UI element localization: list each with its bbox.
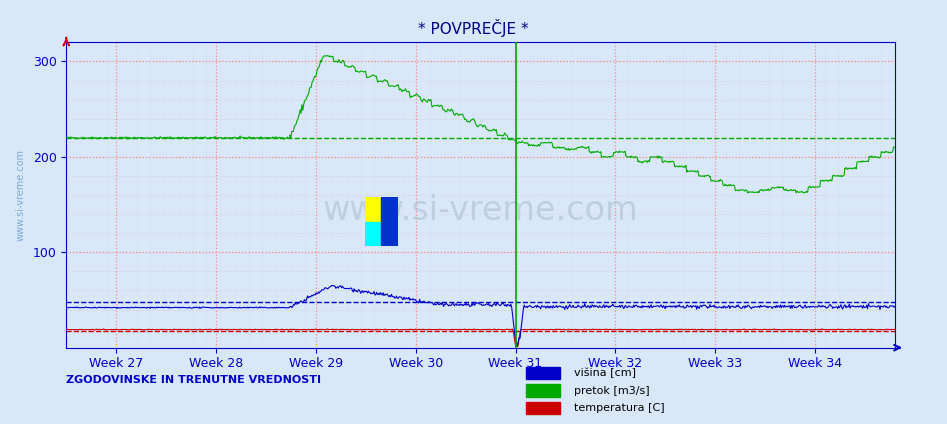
Bar <box>365 222 381 246</box>
Text: ZGODOVINSKE IN TRENUTNE VREDNOSTI: ZGODOVINSKE IN TRENUTNE VREDNOSTI <box>66 375 321 385</box>
Bar <box>526 367 560 379</box>
Text: www.si-vreme.com: www.si-vreme.com <box>323 194 638 227</box>
Bar <box>526 385 560 396</box>
Text: * POVPREČJE *: * POVPREČJE * <box>419 19 528 37</box>
Text: višina [cm]: višina [cm] <box>574 368 635 378</box>
Text: pretok [m3/s]: pretok [m3/s] <box>574 385 650 396</box>
Text: www.si-vreme.com: www.si-vreme.com <box>16 149 26 241</box>
Bar <box>526 402 560 414</box>
Bar <box>365 197 381 222</box>
Text: temperatura [C]: temperatura [C] <box>574 403 665 413</box>
Bar <box>381 197 398 246</box>
